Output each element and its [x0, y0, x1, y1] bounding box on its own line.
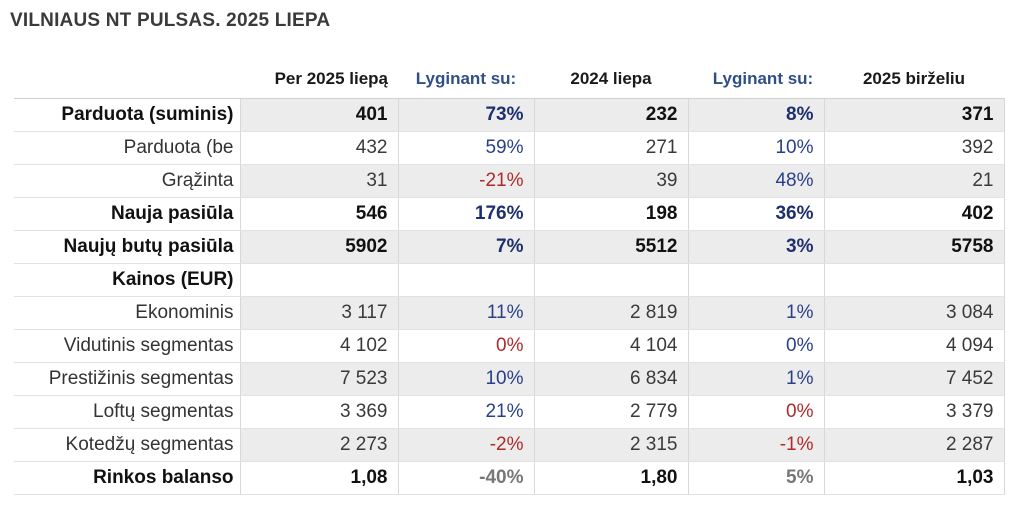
- row-label: Rinkos balanso: [14, 461, 240, 495]
- cell-current: 3 369: [239, 395, 398, 429]
- table-row: Loftų segmentas 3 369 21% 2 779 0% 3 379: [14, 395, 1005, 429]
- cell-change-year: 59%: [397, 131, 534, 165]
- cell-change-month: 5%: [687, 461, 824, 495]
- pulse-table: Per 2025 liepą Lyginant su: 2024 liepa L…: [14, 60, 1005, 495]
- cell-change-year: 21%: [397, 395, 534, 429]
- row-label: Vidutinis segmentas: [14, 329, 240, 363]
- cell-previous-year: 232: [533, 98, 688, 132]
- cell-previous-month: 2 287: [823, 428, 1005, 462]
- cell-change-year: 7%: [397, 230, 534, 264]
- cell-change-month: 48%: [687, 164, 824, 198]
- row-label: Nauja pasiūla: [14, 197, 240, 231]
- cell-current: 7 523: [239, 362, 398, 396]
- row-label: Naujų butų pasiūla: [14, 230, 240, 264]
- cell-previous-year: 5512: [533, 230, 688, 264]
- header-previous-month: 2025 birželiu: [824, 60, 1004, 99]
- cell-change-year: 176%: [397, 197, 534, 231]
- row-label: Prestižinis segmentas: [14, 362, 240, 396]
- cell-previous-year: 4 104: [533, 329, 688, 363]
- cell-change-year: 0%: [397, 329, 534, 363]
- cell-previous-year: 271: [533, 131, 688, 165]
- header-row: Per 2025 liepą Lyginant su: 2024 liepa L…: [14, 60, 1004, 99]
- header-current-period: Per 2025 liepą: [240, 60, 398, 99]
- cell-previous-month: 371: [823, 98, 1005, 132]
- cell-previous-month: 392: [823, 131, 1005, 165]
- cell-change-month: 1%: [687, 362, 824, 396]
- cell-current: [239, 263, 398, 297]
- table-row: Nauja pasiūla 546 176% 198 36% 402: [14, 197, 1005, 231]
- cell-current: 4 102: [239, 329, 398, 363]
- row-label: Parduota (be: [14, 131, 240, 165]
- cell-previous-year: 6 834: [533, 362, 688, 396]
- cell-change-month: 0%: [687, 329, 824, 363]
- cell-change-month: 36%: [687, 197, 824, 231]
- cell-current: 546: [239, 197, 398, 231]
- page-title: VILNIAUS NT PULSAS. 2025 LIEPA: [10, 10, 331, 31]
- cell-previous-year: 2 819: [533, 296, 688, 330]
- cell-previous-month: 4 094: [823, 329, 1005, 363]
- cell-change-year: -2%: [397, 428, 534, 462]
- cell-previous-month: 5758: [823, 230, 1005, 264]
- header-compare-month: Lyginant su:: [688, 60, 824, 99]
- cell-previous-month: 7 452: [823, 362, 1005, 396]
- cell-previous-month: [823, 263, 1005, 297]
- cell-change-month: -1%: [687, 428, 824, 462]
- cell-change-month: 10%: [687, 131, 824, 165]
- table-row: Naujų butų pasiūla 5902 7% 5512 3% 5758: [14, 230, 1005, 264]
- table-row: Kainos (EUR): [14, 263, 1005, 297]
- cell-previous-year: 2 779: [533, 395, 688, 429]
- row-label: Kainos (EUR): [14, 263, 240, 297]
- cell-current: 432: [239, 131, 398, 165]
- cell-previous-year: 1,80: [533, 461, 688, 495]
- cell-change-year: [397, 263, 534, 297]
- table-row: Parduota (suminis) 401 73% 232 8% 371: [14, 98, 1005, 132]
- cell-current: 401: [239, 98, 398, 132]
- cell-current: 2 273: [239, 428, 398, 462]
- cell-current: 5902: [239, 230, 398, 264]
- row-label: Ekonominis: [14, 296, 240, 330]
- cell-current: 1,08: [239, 461, 398, 495]
- row-label: Kotedžų segmentas: [14, 428, 240, 462]
- header-compare-year: Lyginant su:: [398, 60, 534, 99]
- cell-change-year: -40%: [397, 461, 534, 495]
- cell-change-month: 8%: [687, 98, 824, 132]
- cell-change-month: [687, 263, 824, 297]
- cell-change-month: 3%: [687, 230, 824, 264]
- cell-previous-month: 1,03: [823, 461, 1005, 495]
- header-label-column: [14, 60, 240, 99]
- row-label: Loftų segmentas: [14, 395, 240, 429]
- cell-change-year: 10%: [397, 362, 534, 396]
- table-row: Vidutinis segmentas 4 102 0% 4 104 0% 4 094: [14, 329, 1005, 363]
- cell-current: 3 117: [239, 296, 398, 330]
- cell-change-year: -21%: [397, 164, 534, 198]
- header-previous-year: 2024 liepa: [534, 60, 688, 99]
- cell-change-year: 73%: [397, 98, 534, 132]
- table-row: Parduota (be 432 59% 271 10% 392: [14, 131, 1005, 165]
- cell-previous-month: 21: [823, 164, 1005, 198]
- cell-previous-month: 3 084: [823, 296, 1005, 330]
- cell-previous-year: 39: [533, 164, 688, 198]
- table-row: Grąžinta 31 -21% 39 48% 21: [14, 164, 1005, 198]
- table-row: Kotedžų segmentas 2 273 -2% 2 315 -1% 2 287: [14, 428, 1005, 462]
- table-row: Rinkos balanso 1,08 -40% 1,80 5% 1,03: [14, 461, 1005, 495]
- cell-change-month: 1%: [687, 296, 824, 330]
- cell-previous-year: [533, 263, 688, 297]
- cell-change-month: 0%: [687, 395, 824, 429]
- table-row: Prestižinis segmentas 7 523 10% 6 834 1% 7 45…: [14, 362, 1005, 396]
- row-label: Grąžinta: [14, 164, 240, 198]
- cell-previous-month: 3 379: [823, 395, 1005, 429]
- row-label: Parduota (suminis): [14, 98, 240, 132]
- cell-current: 31: [239, 164, 398, 198]
- cell-previous-year: 2 315: [533, 428, 688, 462]
- cell-previous-year: 198: [533, 197, 688, 231]
- cell-change-year: 11%: [397, 296, 534, 330]
- cell-previous-month: 402: [823, 197, 1005, 231]
- table-row: Ekonominis 3 117 11% 2 819 1% 3 084: [14, 296, 1005, 330]
